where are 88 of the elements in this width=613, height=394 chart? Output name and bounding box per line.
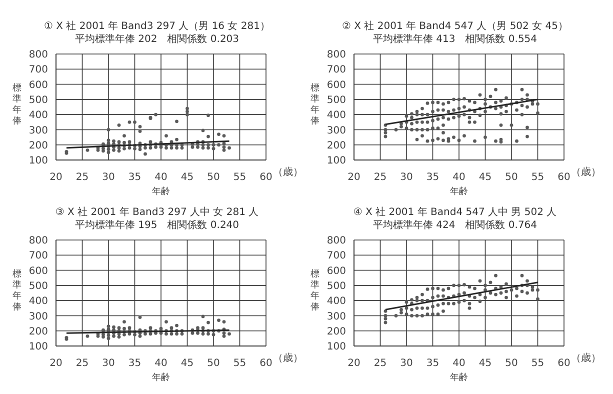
x-tick-label: 30 [400, 172, 413, 183]
chart-title: ① X 社 2001 年 Band3 297 人（男 16 女 281） [43, 20, 271, 33]
x-tick-label: 60 [558, 172, 570, 183]
y-tick-label: 100 [326, 156, 346, 167]
x-axis-title: 年齢 [152, 372, 170, 383]
y-tick-label: 700 [28, 64, 48, 76]
y-tick-label: 500 [326, 94, 346, 106]
y-axis-title: 標準年俸 [310, 82, 320, 126]
chart-title: ② X 社 2001 年 Band4 547 人（男 502 女 45） [341, 20, 569, 33]
y-tick-label: 300 [326, 311, 346, 322]
chart-subtitle: 平均標準年俸 202 相関係数 0.203 [74, 33, 240, 46]
y-tick-label: 100 [28, 342, 48, 353]
x-tick-label: 50 [505, 172, 518, 183]
y-tick-label: 400 [326, 296, 346, 308]
x-tick-label: 35 [426, 358, 440, 369]
x-tick-label: 25 [76, 172, 89, 183]
x-axis-title: 年齢 [450, 186, 468, 197]
x-tick-label: 30 [102, 172, 115, 183]
x-tick-label: 40 [452, 358, 466, 369]
x-tick-label: 40 [154, 358, 168, 369]
x-tick-label: 45 [478, 358, 492, 369]
y-tick-label: 800 [326, 50, 346, 61]
y-tick-label: 700 [326, 250, 346, 262]
x-tick-label: 45 [180, 358, 194, 369]
x-tick-label: 45 [478, 172, 492, 183]
x-tick-label: 50 [207, 358, 220, 369]
y-tick-label: 800 [326, 236, 346, 247]
y-axis-title: 標準年俸 [310, 268, 320, 312]
x-tick-label: 45 [180, 172, 194, 183]
x-tick-label: 40 [452, 172, 466, 183]
y-tick-label: 500 [28, 94, 48, 106]
x-tick-label: 55 [233, 172, 246, 183]
chart-subtitle: 平均標準年俸 424 相関係数 0.764 [372, 219, 538, 232]
y-axis-title: 標準年俸 [12, 268, 22, 312]
y-tick-label: 700 [28, 250, 48, 262]
y-tick-label: 300 [326, 125, 346, 136]
y-tick-label: 600 [28, 266, 48, 277]
y-tick-label: 200 [326, 326, 346, 338]
text: （歳） [571, 166, 601, 179]
text: （歳） [273, 352, 303, 365]
x-tick-label: 35 [426, 172, 440, 183]
y-tick-label: 700 [326, 64, 346, 76]
y-tick-label: 200 [326, 140, 346, 152]
x-tick-label: 55 [531, 358, 544, 369]
y-tick-label: 300 [28, 311, 48, 322]
y-tick-label: 800 [28, 236, 48, 247]
x-tick-label: 50 [505, 358, 518, 369]
x-tick-label: 55 [233, 358, 246, 369]
x-tick-label: 60 [260, 358, 272, 369]
x-tick-label: 25 [76, 358, 89, 369]
y-tick-label: 200 [28, 326, 48, 338]
x-tick-label: 60 [558, 358, 570, 369]
x-tick-label: 20 [50, 358, 62, 369]
chart-title: ③ X 社 2001 年 Band3 297 人中 女 281 人 [54, 206, 260, 219]
y-tick-label: 800 [28, 50, 48, 61]
y-tick-label: 600 [326, 80, 346, 91]
y-tick-label: 100 [326, 342, 346, 353]
x-tick-label: 60 [260, 172, 272, 183]
y-tick-label: 400 [28, 110, 48, 122]
chart-title: ④ X 社 2001 年 Band4 547 人中 男 502 人 [352, 206, 558, 219]
x-tick-label: 30 [102, 358, 115, 369]
y-tick-label: 100 [28, 156, 48, 167]
x-tick-label: 55 [531, 172, 544, 183]
x-tick-label: 35 [128, 358, 142, 369]
y-tick-label: 600 [326, 266, 346, 277]
y-tick-label: 300 [28, 125, 48, 136]
x-tick-label: 25 [374, 358, 387, 369]
y-tick-label: 500 [28, 280, 48, 292]
x-tick-label: 50 [207, 172, 220, 183]
y-tick-label: 200 [28, 140, 48, 152]
y-tick-label: 400 [326, 110, 346, 122]
x-tick-label: 20 [348, 172, 360, 183]
text: （歳） [571, 352, 601, 365]
y-axis-title: 標準年俸 [12, 82, 22, 126]
x-tick-label: 30 [400, 358, 413, 369]
x-tick-label: 20 [348, 358, 360, 369]
y-tick-label: 500 [326, 280, 346, 292]
x-tick-label: 35 [128, 172, 142, 183]
x-axis-title: 年齢 [450, 372, 468, 383]
y-tick-label: 400 [28, 296, 48, 308]
x-tick-label: 40 [154, 172, 168, 183]
text: （歳） [273, 166, 303, 179]
y-tick-label: 600 [28, 80, 48, 91]
chart-subtitle: 平均標準年俸 195 相関係数 0.240 [74, 219, 240, 232]
x-tick-label: 25 [374, 172, 387, 183]
x-tick-label: 20 [50, 172, 62, 183]
chart-subtitle: 平均標準年俸 413 相関係数 0.554 [372, 33, 538, 46]
x-axis-title: 年齢 [152, 186, 170, 197]
